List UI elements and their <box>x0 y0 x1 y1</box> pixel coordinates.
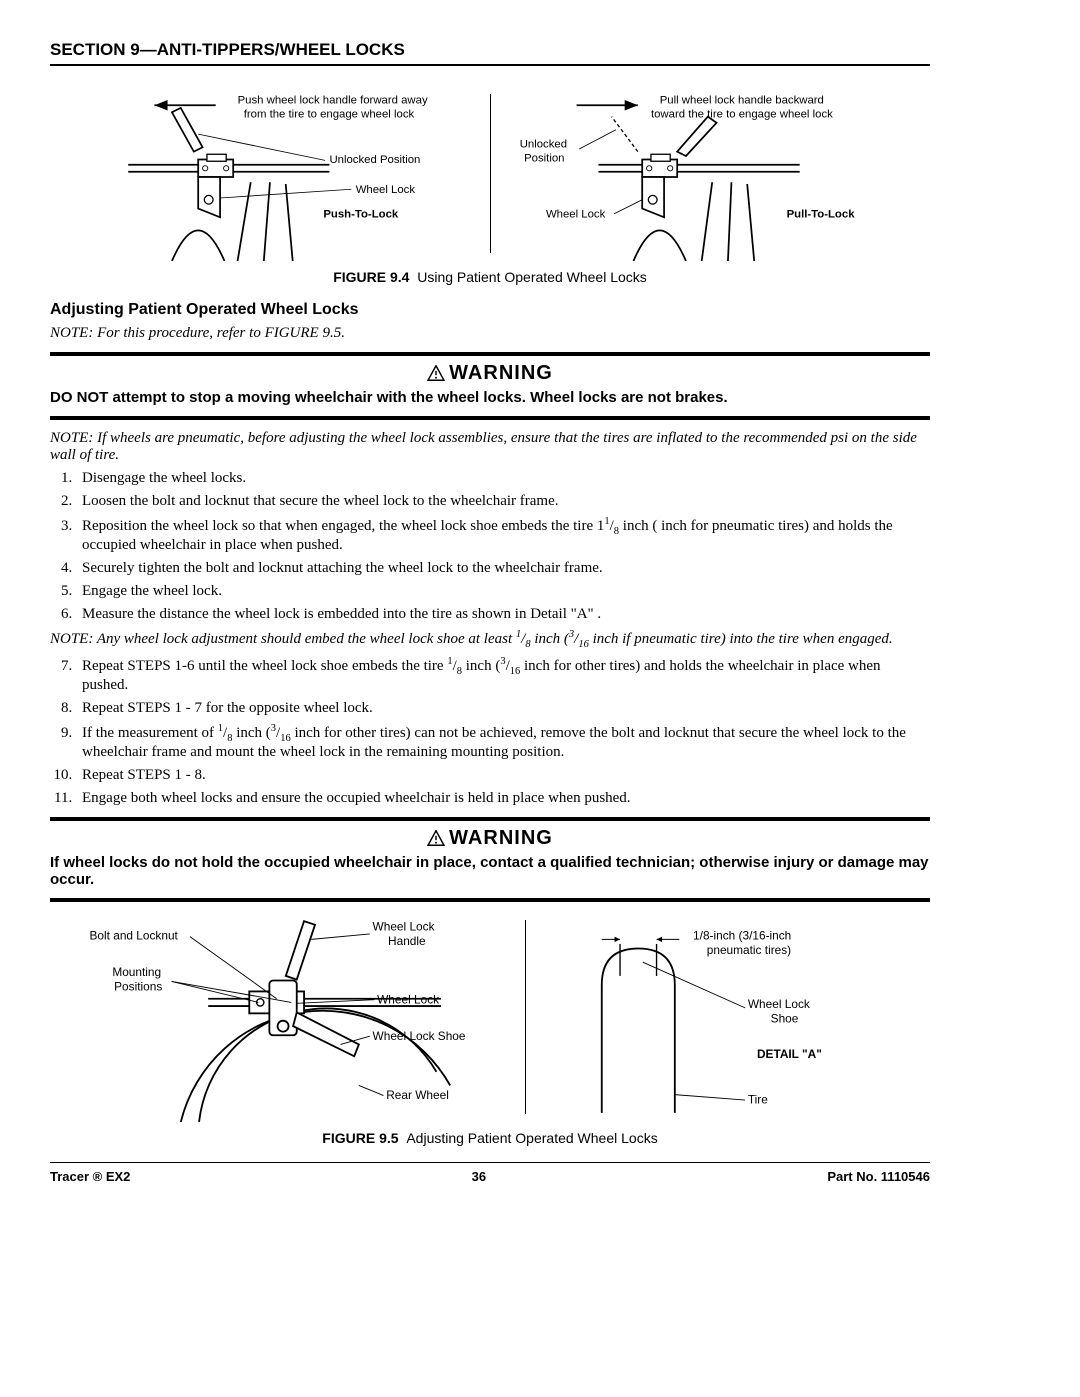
label: Wheel Lock <box>373 919 435 933</box>
label: Unlocked Position <box>330 154 421 166</box>
warning-1-body: DO NOT attempt to stop a moving wheelcha… <box>50 389 930 406</box>
note-embed: NOTE: Any wheel lock adjustment should e… <box>50 629 930 650</box>
push-to-lock-diagram: Push wheel lock handle forward away from… <box>57 86 479 261</box>
step-6: Measure the distance the wheel lock is e… <box>76 606 930 623</box>
warning-icon <box>427 830 445 846</box>
warning-icon <box>427 365 445 381</box>
label: 1/8-inch (3/16-inch <box>693 928 791 942</box>
label: Wheel Lock <box>377 992 439 1006</box>
label: Handle <box>388 934 426 948</box>
footer-right: Part No. 1110546 <box>827 1169 930 1184</box>
step-4: Securely tighten the bolt and locknut at… <box>76 560 930 577</box>
step-10: Repeat STEPS 1 - 8. <box>76 767 930 784</box>
detail-a-label: DETAIL "A" <box>757 1047 822 1061</box>
label: Unlocked <box>519 138 566 150</box>
label: pneumatic tires) <box>706 943 790 957</box>
label: Position <box>524 152 564 164</box>
pull-to-lock-label: Pull-To-Lock <box>786 208 855 220</box>
figure-9-5-caption: FIGURE 9.5 Adjusting Patient Operated Wh… <box>50 1130 930 1146</box>
label: Tire <box>748 1093 768 1107</box>
figure-9-4-left-panel: Push wheel lock handle forward away from… <box>57 86 479 261</box>
page-footer: Tracer ® EX2 36 Part No. 1110546 <box>50 1162 930 1184</box>
steps-list-2: Repeat STEPS 1-6 until the wheel lock sh… <box>50 656 930 807</box>
figure-9-4-caption: FIGURE 9.4 Using Patient Operated Wheel … <box>50 269 930 285</box>
label: Wheel Lock <box>748 997 810 1011</box>
steps-list-1: Disengage the wheel locks. Loosen the bo… <box>50 470 930 623</box>
label: Wheel Lock <box>356 184 416 196</box>
footer-left: Tracer ® EX2 <box>50 1169 130 1184</box>
note-ref-figure: NOTE: For this procedure, refer to FIGUR… <box>50 325 930 342</box>
subheading-adjusting: Adjusting Patient Operated Wheel Locks <box>50 301 930 319</box>
step-11: Engage both wheel locks and ensure the o… <box>76 790 930 807</box>
warning-2-body: If wheel locks do not hold the occupied … <box>50 854 930 888</box>
section-header: SECTION 9—ANTI-TIPPERS/WHEEL LOCKS <box>50 40 930 66</box>
step-8: Repeat STEPS 1 - 7 for the opposite whee… <box>76 700 930 717</box>
wheel-lock-adjust-diagram: Bolt and Locknut Mounting Positions Whee… <box>57 912 515 1122</box>
label: from the tire to engage wheel lock <box>244 109 415 121</box>
warning-2: WARNING If wheel locks do not hold the o… <box>50 817 930 902</box>
footer-page-number: 36 <box>472 1169 486 1184</box>
warning-1: WARNING DO NOT attempt to stop a moving … <box>50 352 930 420</box>
figure-9-5-right-panel: 1/8-inch (3/16-inch pneumatic tires) Whe… <box>536 912 923 1122</box>
detail-a-diagram: 1/8-inch (3/16-inch pneumatic tires) Whe… <box>536 912 923 1122</box>
label: Wheel Lock <box>545 208 605 220</box>
step-5: Engage the wheel lock. <box>76 583 930 600</box>
step-7: Repeat STEPS 1-6 until the wheel lock sh… <box>76 656 930 694</box>
label: Shoe <box>770 1011 798 1025</box>
label: Mounting <box>112 965 161 979</box>
label: Bolt and Locknut <box>90 928 179 942</box>
figure-9-5-left-panel: Bolt and Locknut Mounting Positions Whee… <box>57 912 515 1122</box>
figure-9-4-right-panel: Pull wheel lock handle backward toward t… <box>501 86 923 261</box>
figure-9-5: Bolt and Locknut Mounting Positions Whee… <box>50 912 930 1122</box>
label: toward the tire to engage wheel lock <box>650 109 832 121</box>
figure-9-4: Push wheel lock handle forward away from… <box>50 86 930 261</box>
note-pneumatic: NOTE: If wheels are pneumatic, before ad… <box>50 430 930 464</box>
step-9: If the measurement of 1/8 inch (3/16 inc… <box>76 723 930 761</box>
pull-to-lock-diagram: Pull wheel lock handle backward toward t… <box>501 86 923 261</box>
label: Rear Wheel <box>386 1088 449 1102</box>
label: Positions <box>114 980 162 994</box>
step-2: Loosen the bolt and locknut that secure … <box>76 493 930 510</box>
step-3: Reposition the wheel lock so that when e… <box>76 516 930 554</box>
push-to-lock-label: Push-To-Lock <box>323 208 399 220</box>
label: Pull wheel lock handle backward <box>659 95 823 107</box>
step-1: Disengage the wheel locks. <box>76 470 930 487</box>
label: Push wheel lock handle forward away <box>238 95 428 107</box>
label: Wheel Lock Shoe <box>373 1029 466 1043</box>
